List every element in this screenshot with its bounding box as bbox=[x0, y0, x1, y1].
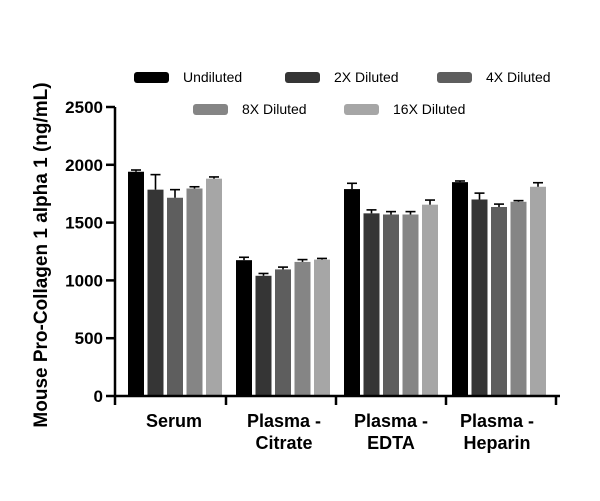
bar-2-4 bbox=[422, 204, 438, 396]
bar-3-0 bbox=[452, 182, 468, 396]
x-tick-label-0-0: Serum bbox=[146, 411, 202, 431]
bar-0-4 bbox=[206, 178, 222, 396]
legend-label-0: Undiluted bbox=[183, 69, 242, 85]
y-tick-label-4: 2000 bbox=[65, 156, 103, 175]
bar-2-0 bbox=[344, 189, 360, 396]
bar-0-1 bbox=[147, 189, 164, 396]
legend-label-4: 16X Diluted bbox=[393, 101, 465, 117]
bar-0-0 bbox=[128, 171, 144, 396]
legend-label-3: 8X Diluted bbox=[242, 101, 307, 117]
legend-swatch-3 bbox=[193, 104, 228, 115]
legend: Undiluted 2X Diluted 4X Diluted 8X Diluted 1… bbox=[134, 69, 551, 117]
bar-1-4 bbox=[314, 259, 330, 396]
bar-1-1 bbox=[255, 275, 272, 396]
legend-swatch-1 bbox=[285, 72, 320, 83]
bar-2-1 bbox=[363, 213, 380, 396]
bar-3-1 bbox=[471, 199, 488, 396]
bar-2-3 bbox=[402, 214, 419, 396]
bar-3-3 bbox=[510, 201, 527, 396]
bar-1-3 bbox=[294, 261, 311, 396]
x-tick-label-2-1: EDTA bbox=[367, 433, 415, 453]
legend-swatch-4 bbox=[344, 104, 379, 115]
x-tick-label-3-0: Plasma - bbox=[460, 411, 534, 431]
x-tick-label-3-1: Heparin bbox=[463, 433, 530, 453]
bar-1-0 bbox=[236, 260, 252, 396]
bar-1-2 bbox=[275, 269, 291, 396]
x-tick-label-1-0: Plasma - bbox=[247, 411, 321, 431]
y-tick-label-5: 2500 bbox=[65, 98, 103, 117]
y-axis-label: Mouse Pro-Collagen 1 alpha 1 (ng/mL) bbox=[31, 82, 52, 427]
x-tick-label-1-1: Citrate bbox=[255, 433, 312, 453]
bar-0-3 bbox=[186, 188, 203, 396]
y-tick-label-1: 500 bbox=[75, 329, 103, 348]
bar-0-2 bbox=[167, 197, 183, 396]
bar-2-2 bbox=[383, 214, 399, 396]
bar-3-4 bbox=[530, 186, 546, 396]
legend-swatch-2 bbox=[437, 72, 472, 83]
y-tick-label-3: 1500 bbox=[65, 214, 103, 233]
legend-swatch-0 bbox=[134, 72, 169, 83]
x-tick-label-2-0: Plasma - bbox=[354, 411, 428, 431]
legend-label-1: 2X Diluted bbox=[334, 69, 399, 85]
legend-label-2: 4X Diluted bbox=[486, 69, 551, 85]
y-tick-label-0: 0 bbox=[94, 387, 103, 406]
bar-3-2 bbox=[491, 206, 507, 396]
y-tick-label-2: 1000 bbox=[65, 271, 103, 290]
